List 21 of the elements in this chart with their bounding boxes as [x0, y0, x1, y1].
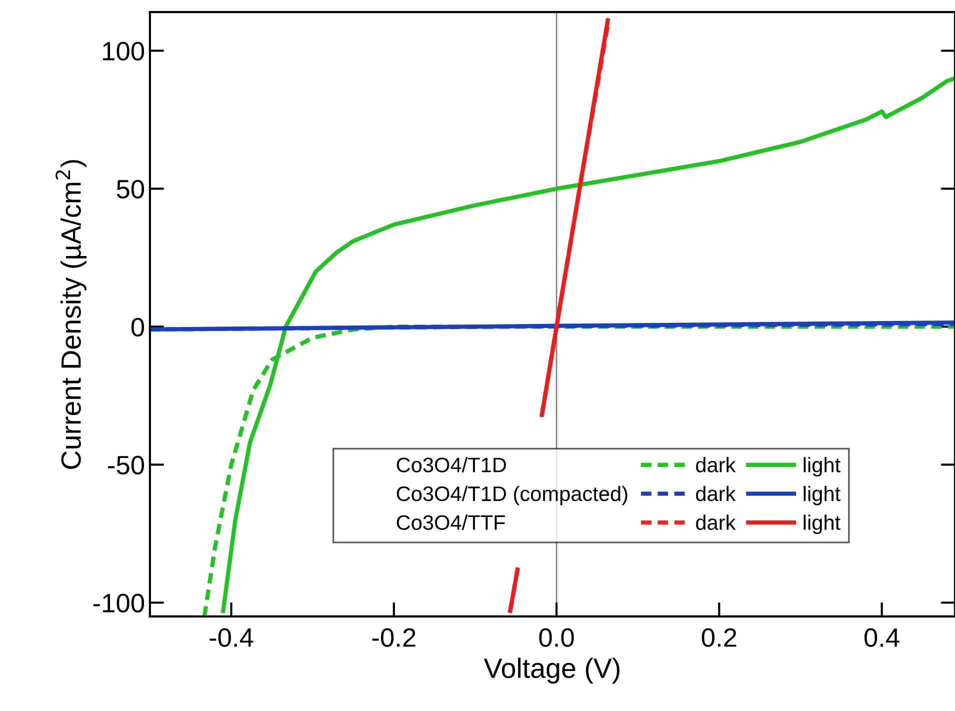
x-tick-label: 0.2	[702, 628, 736, 647]
y-tick-label: 0	[131, 318, 144, 336]
legend-label: light	[804, 486, 840, 506]
legend-label: dark	[696, 514, 736, 530]
legend-label: dark	[696, 457, 736, 472]
y-tick-label: -50	[108, 456, 144, 474]
annotation: Co3O4/T1D (compacted)	[396, 486, 628, 506]
x-tick-label: 0.4	[864, 628, 900, 647]
y-axis-title: Current Density (µA/cm$^{2}$)	[56, 160, 86, 469]
legend-label: light	[804, 457, 840, 476]
x-tick-label: -0.2	[372, 628, 416, 647]
y-tick-label: 50	[116, 180, 144, 199]
x-axis-title: Voltage (V)	[484, 658, 620, 684]
legend-label: dark	[696, 486, 736, 502]
x-tick-label: -0.4	[210, 628, 254, 647]
annotation: Co3O4/TTF	[396, 514, 505, 530]
legend-label: light	[804, 514, 840, 534]
annotation: Co3O4/T1D	[396, 457, 506, 472]
x-tick-label: 0.0	[539, 628, 574, 647]
y-tick-label: 100	[103, 42, 144, 61]
y-tick-label: -100	[93, 594, 144, 612]
